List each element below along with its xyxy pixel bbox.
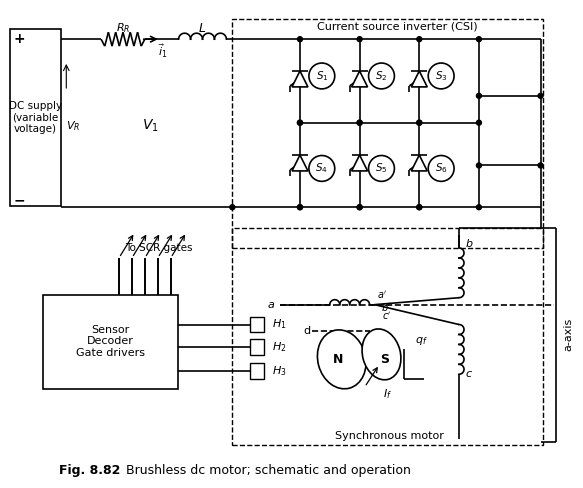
Text: Fig. 8.82: Fig. 8.82: [59, 464, 121, 477]
Text: $H_3$: $H_3$: [272, 365, 287, 378]
Circle shape: [368, 156, 395, 182]
Text: DC supply
(variable
voltage): DC supply (variable voltage): [9, 101, 62, 134]
Polygon shape: [292, 71, 308, 87]
Text: $b$: $b$: [465, 237, 473, 249]
Text: −: −: [14, 193, 26, 207]
Text: $V_R$: $V_R$: [66, 119, 80, 133]
Circle shape: [417, 205, 422, 210]
Text: To SCR gates: To SCR gates: [125, 243, 192, 253]
Circle shape: [230, 205, 235, 210]
Text: $S_3$: $S_3$: [435, 69, 448, 83]
Circle shape: [357, 37, 362, 41]
Text: $V_1$: $V_1$: [142, 118, 159, 134]
Text: $S_1$: $S_1$: [315, 69, 328, 83]
Bar: [250, 364, 264, 379]
Circle shape: [538, 93, 543, 99]
Circle shape: [417, 205, 422, 210]
Circle shape: [368, 63, 395, 89]
Text: $q_f$: $q_f$: [415, 335, 428, 347]
Text: $c'$: $c'$: [382, 311, 391, 323]
Bar: [250, 317, 264, 332]
Text: $c$: $c$: [465, 369, 473, 379]
Circle shape: [357, 120, 362, 125]
Text: $H_1$: $H_1$: [272, 318, 287, 331]
Text: Current source inverter (CSI): Current source inverter (CSI): [317, 21, 477, 31]
Circle shape: [417, 120, 422, 125]
Text: Sensor
Decoder
Gate drivers: Sensor Decoder Gate drivers: [76, 325, 145, 358]
Circle shape: [476, 37, 482, 41]
Text: $H_2$: $H_2$: [272, 341, 287, 354]
Text: $b'$: $b'$: [381, 301, 392, 313]
Polygon shape: [412, 71, 427, 87]
Circle shape: [476, 120, 482, 125]
Bar: [250, 340, 264, 355]
Text: $R_R$: $R_R$: [116, 21, 130, 35]
Circle shape: [357, 205, 362, 210]
Text: a-axis: a-axis: [563, 318, 574, 351]
Text: $\vec{i}_1$: $\vec{i}_1$: [158, 42, 167, 60]
Text: $S_5$: $S_5$: [375, 162, 388, 175]
Text: Brushless dc motor; schematic and operation: Brushless dc motor; schematic and operat…: [126, 464, 411, 477]
Polygon shape: [352, 71, 367, 87]
Circle shape: [297, 37, 303, 41]
Ellipse shape: [362, 329, 401, 380]
Polygon shape: [352, 155, 367, 171]
Text: $L$: $L$: [198, 22, 206, 35]
Bar: [43, 295, 178, 389]
Text: $S_2$: $S_2$: [375, 69, 388, 83]
Polygon shape: [292, 155, 308, 171]
Text: $I_f$: $I_f$: [383, 387, 392, 401]
Circle shape: [417, 120, 422, 125]
Text: $a$: $a$: [267, 300, 275, 310]
Circle shape: [297, 120, 303, 125]
Text: $S_6$: $S_6$: [435, 162, 448, 175]
Polygon shape: [412, 155, 427, 171]
Text: Synchronous motor: Synchronous motor: [335, 431, 444, 441]
Text: $S_4$: $S_4$: [315, 162, 328, 175]
Circle shape: [429, 63, 454, 89]
Circle shape: [429, 156, 454, 182]
Text: +: +: [14, 32, 26, 46]
Circle shape: [538, 163, 543, 168]
Text: $a'$: $a'$: [377, 289, 388, 301]
Bar: [233, 228, 543, 445]
Circle shape: [357, 205, 362, 210]
Circle shape: [309, 156, 335, 182]
Circle shape: [476, 205, 482, 210]
Bar: [233, 20, 543, 248]
Circle shape: [476, 93, 482, 99]
Circle shape: [297, 120, 303, 125]
Circle shape: [417, 37, 422, 41]
Bar: [9, 29, 61, 206]
Text: S: S: [380, 353, 389, 366]
Circle shape: [309, 63, 335, 89]
Circle shape: [297, 205, 303, 210]
Ellipse shape: [317, 330, 366, 389]
Text: N: N: [332, 353, 343, 366]
Circle shape: [476, 163, 482, 168]
Text: d: d: [303, 326, 311, 337]
Circle shape: [297, 205, 303, 210]
Circle shape: [357, 120, 362, 125]
